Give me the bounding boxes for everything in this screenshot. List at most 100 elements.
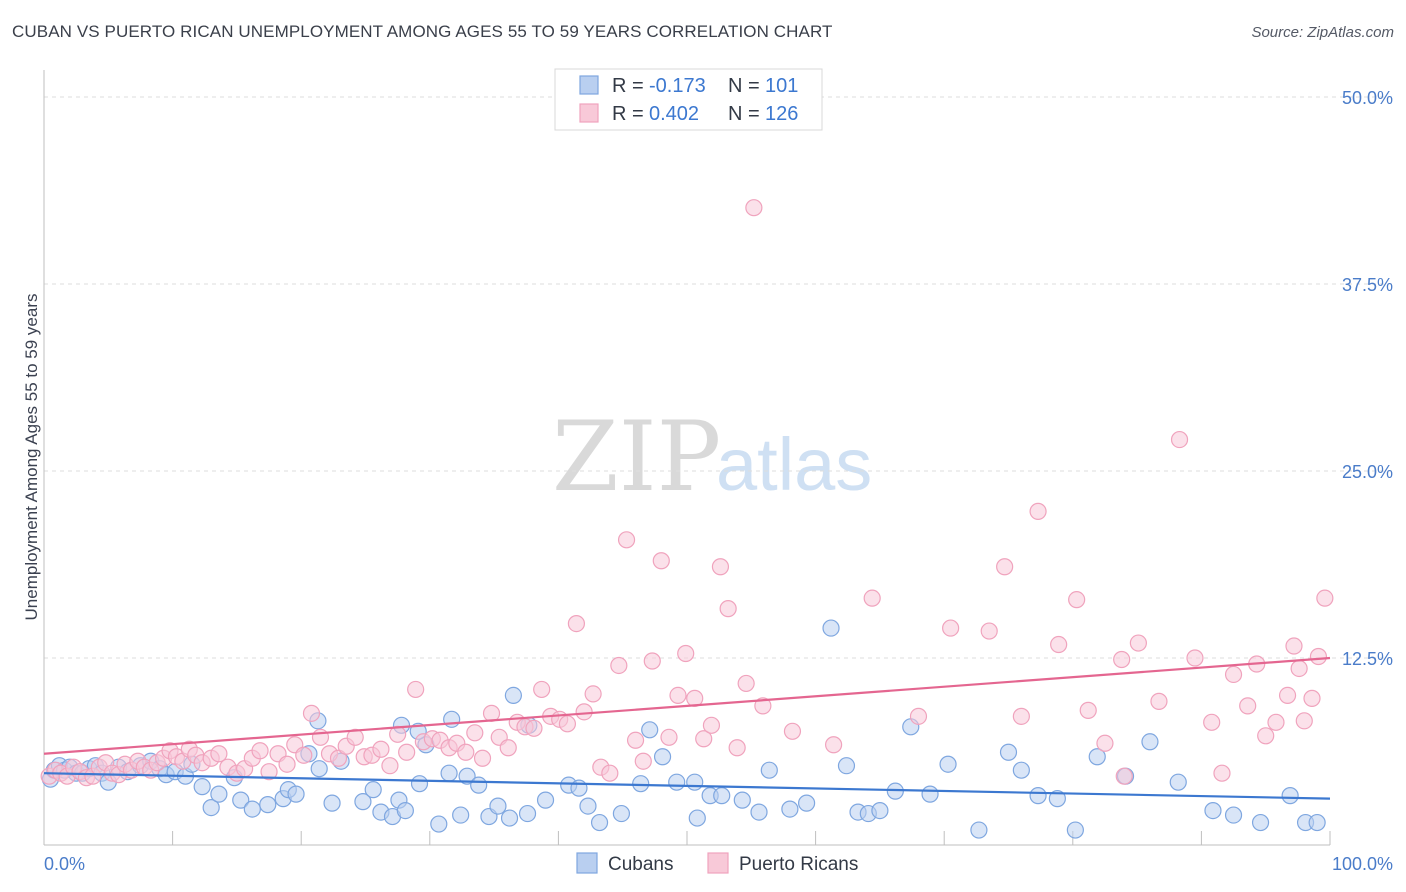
axes <box>43 70 1331 846</box>
puerto-ricans-point <box>407 680 425 699</box>
puerto-ricans-point <box>643 652 661 670</box>
puerto-ricans-point <box>1278 686 1297 705</box>
stat-n-label: N = <box>728 75 760 97</box>
trend-lines <box>43 656 1331 800</box>
puerto-ricans-point <box>1309 647 1328 666</box>
cubans-point <box>797 794 816 812</box>
puerto-ricans-point <box>295 746 313 764</box>
puerto-ricans-point <box>499 739 517 757</box>
puerto-ricans-point <box>1295 712 1313 730</box>
cubans-point <box>410 775 429 793</box>
cubans-point <box>396 801 414 820</box>
stat-n-value: 126 <box>765 103 798 125</box>
cubans-point <box>641 721 659 739</box>
puerto-ricans-point <box>719 600 737 618</box>
cubans-point <box>536 791 555 809</box>
cubans-point <box>287 785 305 803</box>
puerto-ricans-point <box>1224 665 1243 684</box>
cubans-point <box>452 806 470 824</box>
cubans-point <box>470 776 488 794</box>
puerto-ricans-point <box>584 685 602 703</box>
grid-lines <box>44 96 1392 659</box>
cubans-swatch <box>579 75 599 95</box>
stat-r-label: R = <box>612 103 644 125</box>
puerto-ricans-point <box>1050 635 1068 654</box>
puerto-ricans-point <box>1170 430 1189 449</box>
puerto-ricans-point <box>634 752 652 770</box>
puerto-ricans-point <box>278 755 296 773</box>
cubans-trend-line <box>43 772 1331 800</box>
cubans-point <box>1169 773 1187 791</box>
puerto-ricans-point <box>754 697 772 715</box>
puerto-ricans-point <box>737 674 755 693</box>
puerto-ricans-point <box>466 724 484 742</box>
y-axis-label: Unemployment Among Ages 55 to 59 years <box>22 294 41 621</box>
cubans-point <box>504 686 522 705</box>
puerto-ricans-point <box>660 728 678 746</box>
legend-label: Cubans <box>608 854 674 875</box>
cubans-point <box>760 761 778 779</box>
cubans-point <box>193 778 211 796</box>
legend: Cubans Puerto Ricans <box>576 852 858 875</box>
puerto-ricans-point <box>260 763 278 781</box>
cubans-point <box>668 773 686 791</box>
puerto-ricans-point <box>525 719 543 737</box>
cubans-point <box>243 800 261 818</box>
puerto-ricans-point <box>996 558 1014 576</box>
cubans-point <box>871 801 889 820</box>
cubans-point <box>970 821 988 839</box>
cubans-point <box>688 809 706 827</box>
cubans-point <box>999 743 1018 761</box>
puerto-ricans-point <box>1012 707 1030 725</box>
puerto-ricans-point <box>1316 589 1334 607</box>
puerto-ricans-point <box>702 716 721 734</box>
stats-box: R = -0.173 N = 101 R = 0.402 N = 126 <box>554 68 823 131</box>
legend-label: Puerto Ricans <box>739 854 858 875</box>
cubans-point <box>364 781 382 799</box>
cubans-point <box>632 775 650 793</box>
puerto-ricans-point <box>533 680 551 699</box>
puerto-ricans-point <box>863 589 881 607</box>
puerto-ricans-point <box>1029 502 1047 520</box>
puerto-ricans-point <box>457 743 475 761</box>
puerto-ricans-point <box>1213 764 1231 782</box>
cubans-point <box>323 794 341 812</box>
puerto-ricans-point <box>473 749 492 767</box>
puerto-ricans-point <box>1186 649 1204 667</box>
puerto-ricans-point <box>1079 701 1097 719</box>
puerto-ricans-point <box>346 728 364 746</box>
puerto-ricans-point <box>1285 637 1303 655</box>
cubans-point <box>939 755 957 773</box>
puerto-ricans-point <box>942 619 960 637</box>
cubans-point <box>1141 733 1159 751</box>
cubans-point <box>713 787 731 805</box>
puerto-ricans-point <box>1096 734 1114 752</box>
y-tick-label: 50.0% <box>1342 88 1393 108</box>
cubans-point <box>1308 813 1326 832</box>
cubans-point <box>822 619 840 637</box>
cubans-point <box>489 797 507 815</box>
puerto-ricans-point <box>302 704 321 722</box>
x-tick-label: 100.0% <box>1332 854 1393 874</box>
puerto-ricans-point <box>669 686 687 705</box>
cubans-point <box>354 793 372 811</box>
puerto-ricans-point <box>652 552 670 570</box>
puerto-ricans-point <box>1113 650 1131 669</box>
puerto-ricans-point <box>1115 767 1133 785</box>
cubans-point <box>781 800 799 818</box>
puerto-ricans-point <box>825 736 843 754</box>
puerto-ricans-point <box>1150 692 1168 710</box>
stat-n-label: N = <box>728 103 760 125</box>
puerto-ricans-swatch <box>579 103 599 123</box>
data-points <box>40 199 1334 839</box>
x-tick-label: 0.0% <box>44 854 85 874</box>
cubans-point <box>430 815 448 833</box>
stat-r-value: -0.173 <box>649 75 706 97</box>
cubans-point <box>750 803 768 821</box>
y-tick-label: 37.5% <box>1342 275 1393 295</box>
stat-r-label: R = <box>612 75 644 97</box>
cubans-point <box>1048 790 1066 808</box>
tick-labels: 12.5% 25.0% 37.5% 50.0% 0.0% 100.0% <box>44 88 1393 874</box>
cubans-point <box>1281 787 1299 805</box>
puerto-ricans-point <box>1303 689 1321 707</box>
